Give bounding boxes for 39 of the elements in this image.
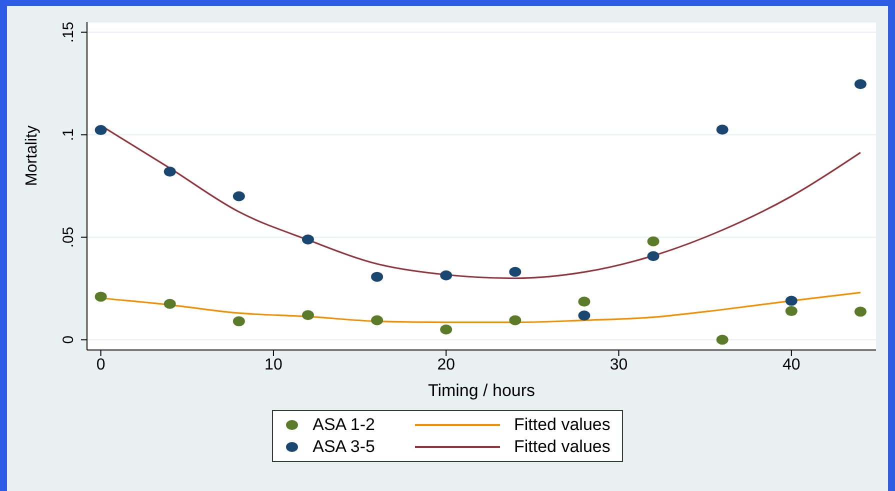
legend-label: ASA 3-5 [312, 437, 375, 457]
point [716, 124, 728, 135]
point [440, 324, 452, 334]
point [647, 236, 660, 246]
point [440, 270, 452, 280]
point [232, 191, 245, 202]
legend-label: Fitted values [514, 415, 610, 435]
point [647, 251, 660, 262]
point [509, 315, 522, 326]
point [509, 266, 522, 277]
point [302, 310, 314, 320]
point [578, 296, 590, 307]
x-axis-title: Timing / hours [428, 381, 536, 400]
point [785, 306, 798, 316]
point [164, 166, 176, 177]
x-tick-label: 0 [96, 356, 106, 374]
legend-label: ASA 1-2 [312, 415, 375, 435]
point [578, 310, 590, 321]
point [302, 234, 314, 245]
point [716, 334, 728, 345]
y-axis-title: Mortality [24, 126, 41, 186]
point [164, 298, 176, 309]
point [854, 79, 866, 90]
x-tick-label: 10 [264, 356, 282, 374]
point [785, 296, 798, 306]
x-tick-label: 40 [782, 356, 800, 374]
y-tick-label: 0 [60, 336, 77, 344]
point [371, 272, 384, 282]
x-tick-label: 20 [437, 356, 456, 374]
y-tick-label: .15 [60, 22, 77, 43]
y-tick-label: .05 [60, 226, 77, 248]
legend-label: Fitted values [514, 437, 610, 457]
point [371, 315, 384, 326]
x-tick-label: 30 [610, 356, 628, 374]
point [232, 316, 245, 326]
point [854, 306, 866, 317]
point [94, 125, 107, 136]
y-tick-label: .1 [60, 128, 77, 142]
point [94, 292, 107, 302]
